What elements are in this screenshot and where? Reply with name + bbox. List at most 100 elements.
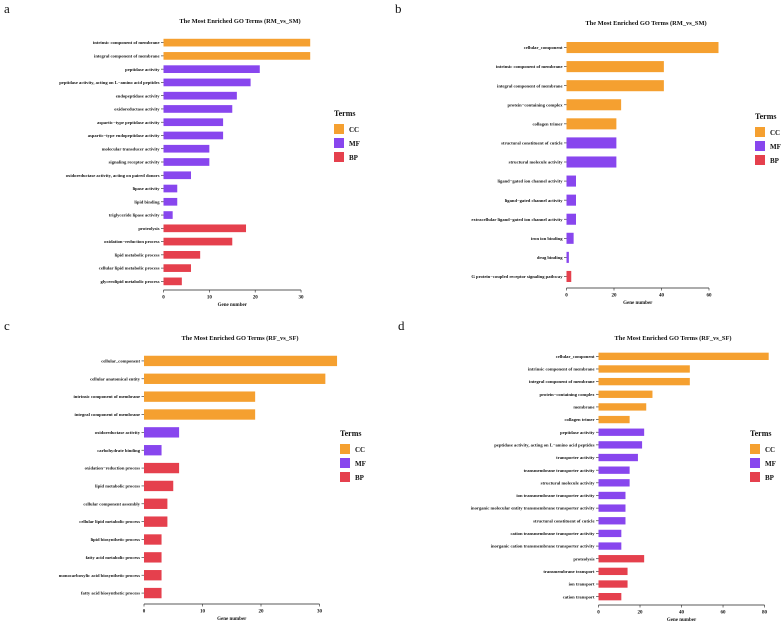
- x-tick-label: 20: [638, 611, 644, 616]
- bar: [566, 175, 576, 187]
- bar: [163, 171, 192, 180]
- bar: [598, 377, 690, 386]
- category-label: cellular lipid metabolic process: [99, 266, 160, 271]
- bar: [163, 250, 201, 259]
- category-label: protein−containing complex: [540, 392, 596, 397]
- category-label: transmembrane transporter activity: [524, 468, 596, 473]
- bar: [144, 427, 180, 438]
- x-tick-label: 20: [259, 610, 265, 615]
- chart-title: The Most Enriched GO Terms (RM_vs_SM): [179, 18, 300, 25]
- category-label: fatty acid metabolic process: [86, 555, 141, 560]
- x-tick-label: 10: [200, 610, 206, 615]
- category-label: aspartic−type endopeptidase activity: [88, 133, 160, 138]
- category-label: lipid binding: [134, 199, 160, 204]
- legend-label-cc: CC: [349, 126, 359, 134]
- bar: [163, 144, 210, 153]
- x-axis-title: Gene number: [623, 301, 653, 306]
- bar: [163, 105, 233, 113]
- bar: [566, 232, 574, 244]
- bar: [163, 91, 237, 100]
- x-tick-label: 60: [707, 294, 713, 299]
- bar: [163, 264, 192, 272]
- x-axis-title: Gene number: [217, 617, 247, 622]
- bar: [163, 237, 233, 246]
- x-tick-label: 60: [721, 611, 727, 616]
- x-tick-label: 0: [143, 610, 146, 615]
- bar: [598, 428, 645, 436]
- x-tick-label: 30: [317, 610, 323, 615]
- legend-label-cc: CC: [770, 129, 780, 137]
- legend-label-bp: BP: [770, 157, 780, 165]
- bar: [566, 251, 569, 263]
- category-label: structural molecule activity: [541, 480, 596, 485]
- legend-swatch-cc: [750, 444, 760, 454]
- bar: [144, 462, 180, 474]
- legend-label-bp: BP: [355, 474, 365, 482]
- category-label: monocarboxylic acid biosynthetic process: [59, 573, 140, 578]
- bar: [144, 587, 162, 599]
- bar: [598, 529, 622, 538]
- bar: [163, 78, 251, 87]
- bar: [144, 534, 162, 545]
- bar: [144, 516, 168, 527]
- bar: [566, 61, 664, 73]
- bar: [144, 498, 168, 509]
- category-label: lipase activity: [133, 186, 161, 191]
- legend-swatch-mf: [750, 458, 760, 468]
- bar: [598, 466, 630, 474]
- category-label: structural molecule activity: [509, 160, 564, 165]
- legend-label-mf: MF: [349, 140, 360, 148]
- category-label: aspartic−type peptidase activity: [97, 120, 160, 125]
- category-label: peptidase activity: [560, 430, 595, 435]
- category-label: protein−containing complex: [508, 102, 564, 107]
- category-label: lipid metabolic process: [95, 484, 140, 489]
- bar: [144, 552, 162, 563]
- chart-panel-b: The Most Enriched GO Terms (RM_vs_SM)cel…: [471, 20, 781, 306]
- category-label: peptidase activity, acting on L−amino ac…: [494, 442, 594, 447]
- legend: Terms CC MF BP: [340, 429, 366, 482]
- bar: [163, 52, 311, 60]
- bar: [598, 390, 653, 398]
- bar: [566, 194, 576, 206]
- x-tick-label: 10: [207, 296, 213, 301]
- category-label: ligand−gated channel activity: [505, 198, 563, 203]
- bar: [598, 542, 622, 550]
- category-label: drug binding: [537, 255, 563, 260]
- category-label: oxidoreductase activity, acting on paire…: [66, 173, 160, 178]
- bar: [598, 593, 622, 601]
- category-label: collagen trimer: [533, 121, 563, 126]
- category-label: collagen trimer: [565, 417, 595, 422]
- legend-title: Terms: [334, 109, 355, 118]
- legend-label-mf: MF: [355, 460, 366, 468]
- category-label: oxidation−reduction process: [104, 239, 160, 244]
- x-tick-label: 40: [679, 611, 685, 616]
- bar: [163, 65, 260, 74]
- bar: [163, 197, 178, 206]
- category-label: membrane: [573, 405, 594, 410]
- category-label: cellular_component: [101, 359, 140, 364]
- bar: [144, 391, 256, 402]
- category-label: G protein−coupled receptor signaling pat…: [471, 274, 563, 279]
- bar: [566, 137, 617, 149]
- legend-swatch-bp: [334, 152, 344, 162]
- bar: [163, 184, 178, 193]
- x-tick-label: 20: [612, 294, 618, 299]
- bar: [598, 415, 630, 424]
- x-tick-label: 20: [253, 296, 259, 301]
- bar: [163, 131, 224, 140]
- legend-swatch-cc: [755, 127, 765, 137]
- x-tick-label: 0: [565, 294, 568, 299]
- x-tick-label: 0: [597, 611, 600, 616]
- category-label: intrinsic component of membrane: [74, 394, 140, 399]
- bar: [163, 277, 182, 286]
- category-label: transmembrane transport: [543, 569, 595, 574]
- category-label: extracellular ligand−gated ion channel a…: [471, 217, 563, 222]
- legend-title: Terms: [755, 112, 776, 121]
- category-label: structural constituent of cuticle: [533, 518, 594, 523]
- x-axis-title: Gene number: [218, 303, 248, 308]
- legend-swatch-cc: [334, 124, 344, 134]
- bar: [598, 441, 643, 449]
- x-tick-label: 40: [659, 294, 665, 299]
- category-label: lipid metabolic process: [115, 252, 160, 257]
- category-label: cellular_component: [524, 45, 563, 50]
